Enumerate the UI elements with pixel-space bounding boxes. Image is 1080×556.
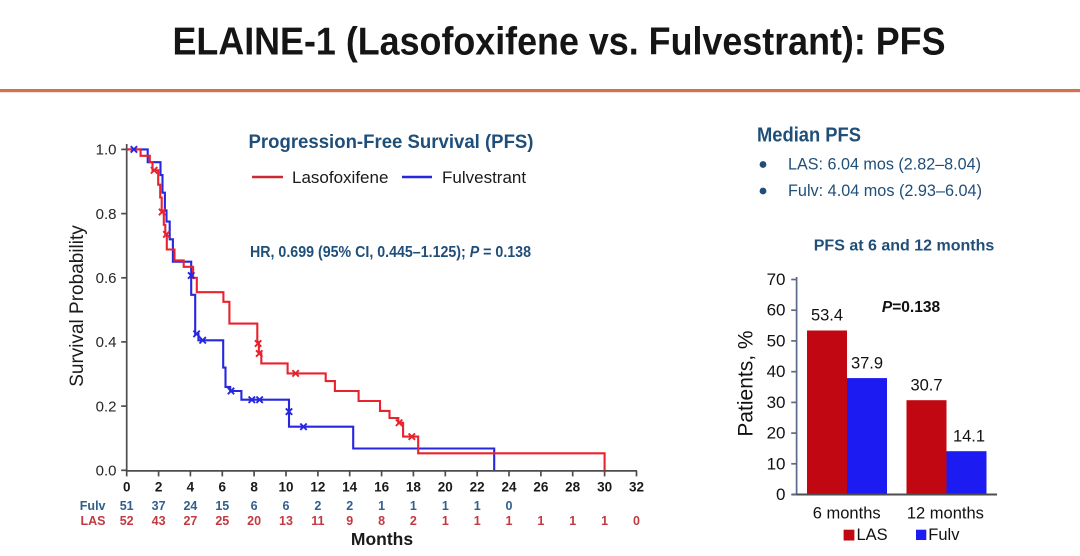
svg-text:4: 4	[187, 480, 195, 495]
svg-text:14.1: 14.1	[953, 428, 985, 446]
svg-text:Survival Probability: Survival Probability	[67, 225, 88, 387]
svg-text:30.7: 30.7	[910, 377, 942, 395]
svg-text:24: 24	[501, 480, 517, 495]
svg-text:6 months: 6 months	[813, 505, 881, 523]
svg-text:70: 70	[767, 270, 786, 289]
svg-text:30: 30	[767, 393, 786, 412]
svg-text:2: 2	[314, 499, 321, 513]
svg-text:2: 2	[155, 480, 163, 495]
svg-text:1: 1	[442, 499, 449, 513]
svg-text:Patients, %: Patients, %	[735, 330, 758, 436]
svg-text:6: 6	[251, 499, 258, 513]
svg-text:15: 15	[215, 499, 229, 513]
svg-text:26: 26	[533, 480, 549, 495]
svg-text:Fulvestrant: Fulvestrant	[442, 168, 526, 187]
svg-text:HR, 0.699 (95% CI, 0.445–1.125: HR, 0.699 (95% CI, 0.445–1.125); P = 0.1…	[250, 244, 531, 261]
svg-text:0.2: 0.2	[96, 398, 117, 415]
svg-text:16: 16	[374, 480, 390, 495]
svg-text:Fulv: Fulv	[80, 499, 106, 513]
svg-text:LAS: 6.04 mos (2.82–8.04): LAS: 6.04 mos (2.82–8.04)	[788, 155, 981, 174]
svg-text:43: 43	[152, 514, 166, 528]
svg-text:10: 10	[278, 480, 293, 495]
svg-text:PFS at 6 and 12 months: PFS at 6 and 12 months	[814, 238, 995, 255]
svg-text:28: 28	[565, 480, 581, 495]
svg-text:1: 1	[537, 514, 544, 528]
svg-text:Progression-Free Survival (PFS: Progression-Free Survival (PFS)	[249, 131, 534, 153]
svg-text:0: 0	[633, 514, 640, 528]
svg-text:P=0.138: P=0.138	[882, 299, 941, 316]
svg-text:6: 6	[283, 499, 290, 513]
svg-text:30: 30	[597, 480, 612, 495]
svg-text:6: 6	[219, 480, 227, 495]
svg-text:12 months: 12 months	[907, 505, 984, 523]
svg-text:50: 50	[767, 331, 786, 350]
svg-text:24: 24	[183, 499, 197, 513]
svg-text:0.4: 0.4	[96, 334, 117, 351]
svg-text:51: 51	[120, 499, 134, 513]
svg-text:27: 27	[183, 514, 197, 528]
svg-text:1: 1	[569, 514, 576, 528]
svg-text:1: 1	[410, 499, 417, 513]
svg-text:8: 8	[378, 514, 385, 528]
svg-text:18: 18	[406, 480, 422, 495]
svg-text:32: 32	[629, 480, 644, 495]
svg-text:Fulv: 4.04 mos (2.93–6.04): Fulv: 4.04 mos (2.93–6.04)	[788, 181, 982, 200]
svg-text:0: 0	[776, 485, 785, 504]
svg-text:8: 8	[250, 480, 258, 495]
svg-text:9: 9	[346, 514, 353, 528]
svg-text:1: 1	[506, 514, 513, 528]
svg-text:20: 20	[247, 514, 261, 528]
svg-text:Median PFS: Median PFS	[757, 124, 861, 147]
svg-text:10: 10	[767, 454, 786, 473]
svg-text:ELAINE-1 (Lasofoxifene vs. Ful: ELAINE-1 (Lasofoxifene vs. Fulvestrant):…	[173, 21, 946, 64]
svg-text:1.0: 1.0	[96, 142, 117, 159]
svg-text:13: 13	[279, 514, 293, 528]
svg-text:20: 20	[438, 480, 453, 495]
svg-text:Fulv: Fulv	[928, 526, 960, 544]
svg-text:60: 60	[767, 301, 786, 320]
svg-text:0: 0	[123, 480, 131, 495]
svg-text:22: 22	[470, 480, 485, 495]
svg-text:1: 1	[474, 514, 481, 528]
svg-text:1: 1	[442, 514, 449, 528]
svg-text:11: 11	[311, 514, 324, 528]
svg-text:1: 1	[474, 499, 481, 513]
svg-text:0: 0	[506, 499, 513, 513]
svg-text:LAS: LAS	[857, 526, 888, 544]
svg-text:37.9: 37.9	[851, 354, 883, 372]
svg-text:Months: Months	[351, 529, 413, 549]
svg-text:40: 40	[767, 362, 786, 381]
svg-text:LAS: LAS	[81, 514, 106, 528]
svg-text:2: 2	[410, 514, 417, 528]
svg-text:25: 25	[215, 514, 229, 528]
svg-text:Lasofoxifene: Lasofoxifene	[292, 168, 388, 187]
svg-text:0.0: 0.0	[96, 463, 117, 480]
svg-text:20: 20	[767, 424, 786, 443]
svg-text:37: 37	[152, 499, 166, 513]
svg-text:14: 14	[342, 480, 358, 495]
svg-text:12: 12	[310, 480, 325, 495]
svg-text:0.8: 0.8	[96, 206, 117, 223]
svg-text:0.6: 0.6	[96, 270, 117, 287]
svg-text:2: 2	[346, 499, 353, 513]
svg-text:1: 1	[601, 514, 608, 528]
svg-text:53.4: 53.4	[811, 307, 843, 325]
svg-text:52: 52	[120, 514, 134, 528]
svg-text:1: 1	[378, 499, 385, 513]
